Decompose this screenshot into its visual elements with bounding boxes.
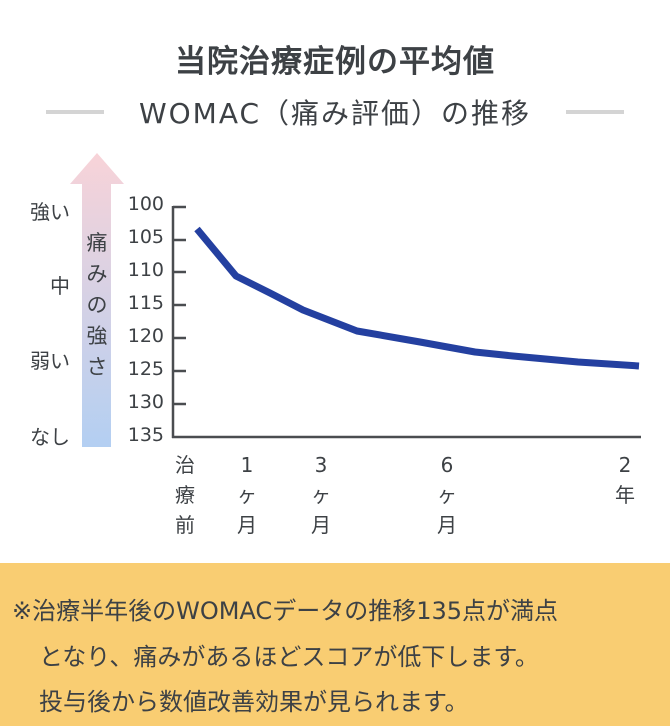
footnote-box: ※治療半年後のWOMACデータの推移135点が満点 となり、痛みがあるほどスコア… (0, 563, 670, 726)
y-tick-125: 125 (127, 358, 164, 380)
pain-intensity-arrow-icon (70, 153, 124, 447)
arrow-label: 痛 み の 強 さ (86, 231, 108, 379)
chart-subtitle: WOMAC（痛み評価）の推移 (138, 97, 532, 130)
y-axis (171, 205, 186, 438)
subtitle-row: WOMAC（痛み評価）の推移 (0, 92, 670, 132)
womac-line (194, 226, 640, 370)
left-divider (46, 110, 104, 114)
y-tick-100: 100 (127, 193, 164, 215)
chart-svg (70, 153, 641, 447)
level-weak: 弱い (30, 349, 70, 373)
x-tick-before: 治療前 (175, 453, 195, 537)
footnote-line-3: 投与後から数値改善効果が見られます。 (39, 688, 469, 716)
level-strong: 強い (30, 200, 70, 224)
right-divider (566, 110, 624, 114)
chart-title: 当院治療症例の平均値 (175, 44, 495, 80)
y-tick-105: 105 (127, 226, 164, 248)
level-medium: 中 (50, 274, 70, 298)
y-tick-120: 120 (127, 325, 164, 347)
y-tick-135: 135 (127, 424, 164, 446)
level-none: なし (30, 425, 70, 449)
y-tick-115: 115 (127, 292, 164, 314)
y-tick-130: 130 (127, 391, 164, 413)
y-tick-110: 110 (127, 259, 164, 281)
footnote-line-1: ※治療半年後のWOMACデータの推移135点が満点 (12, 597, 558, 625)
footnote-line-2: となり、痛みがあるほどスコアが低下します。 (39, 643, 539, 671)
